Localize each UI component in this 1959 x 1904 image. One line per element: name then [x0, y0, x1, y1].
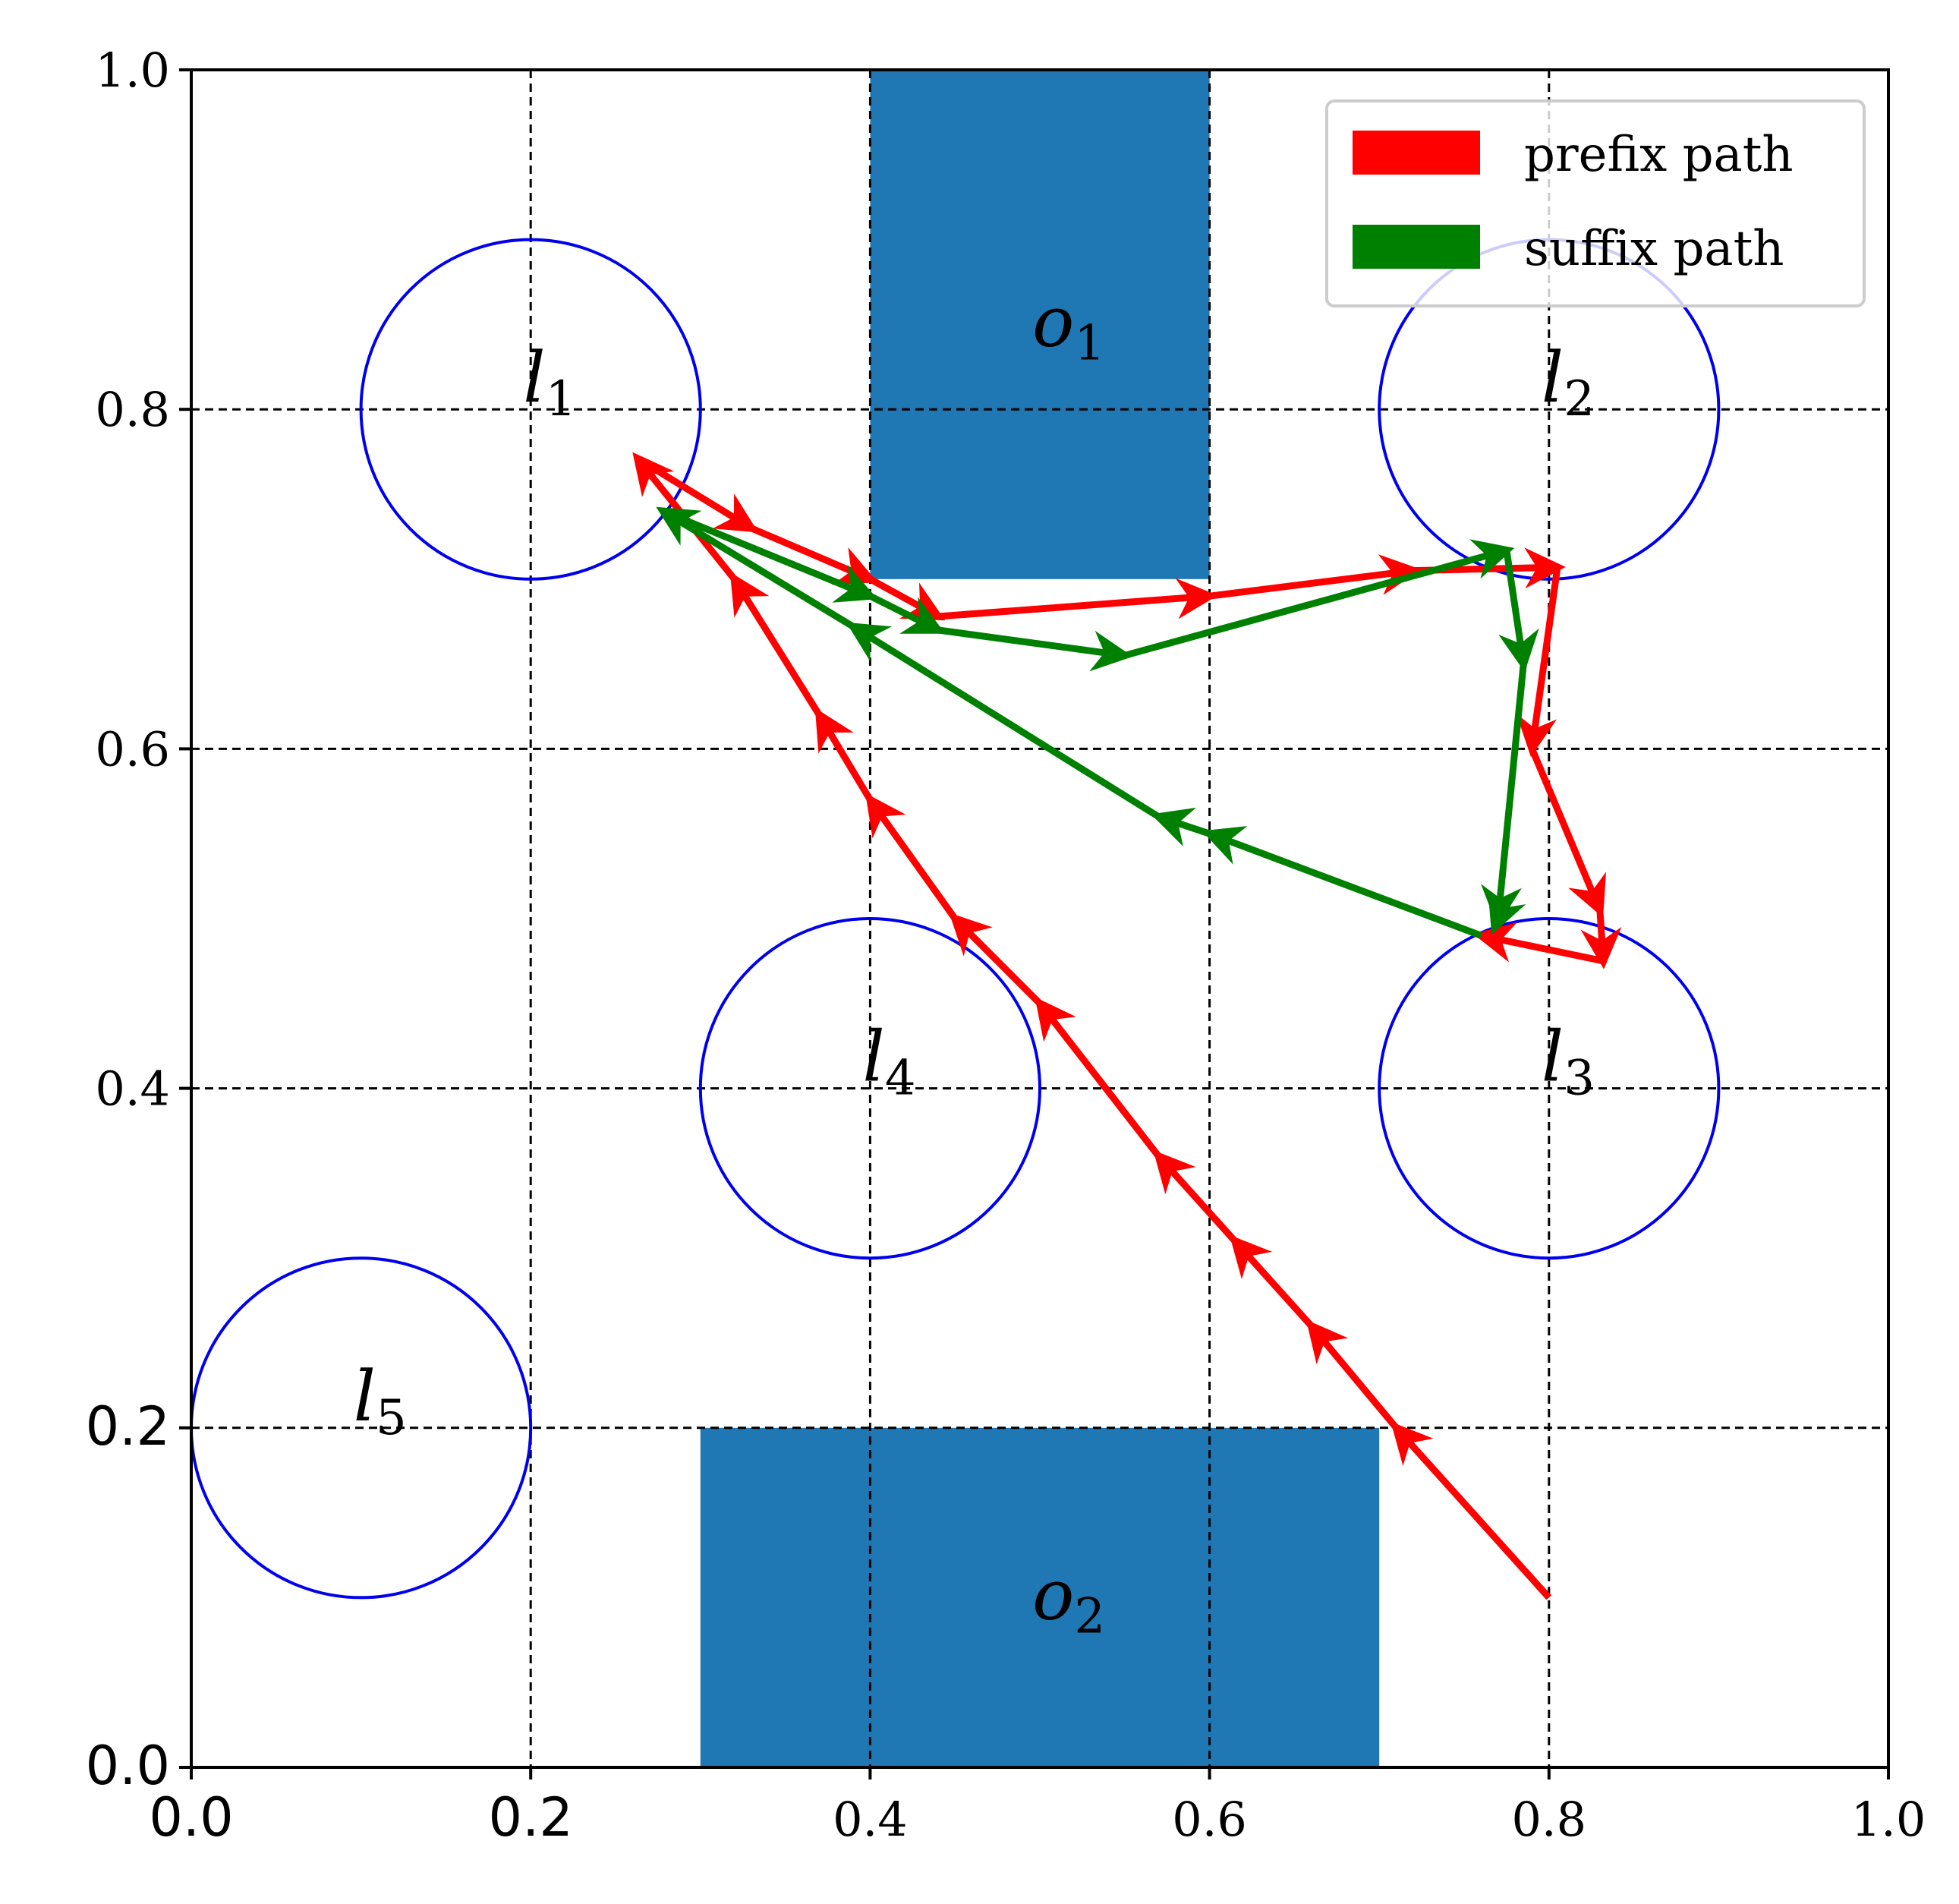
- x-tick-label: 0.6: [1172, 1792, 1247, 1847]
- series-suffix-path: [656, 506, 1539, 939]
- path-segment: [949, 913, 1043, 1006]
- region-circle-l3: [1378, 917, 1721, 1260]
- y-tick-label: 0.8: [95, 382, 170, 437]
- path-segment: [1580, 909, 1622, 969]
- path-segment: [661, 508, 878, 603]
- path-segment: [814, 708, 874, 802]
- path-segment: [1498, 550, 1539, 673]
- path-segment: [656, 506, 855, 630]
- path-segment: [1202, 826, 1482, 939]
- path-segment: [1229, 1234, 1315, 1329]
- y-tick-label: 1.0: [95, 43, 170, 98]
- path-segment: [1391, 1421, 1552, 1600]
- path-segment: [1488, 889, 1526, 935]
- path-segment: [846, 622, 1161, 820]
- path-segment: [937, 578, 1218, 620]
- path-segment: [635, 456, 759, 533]
- path-segment: [1305, 1319, 1400, 1430]
- series-layer: [632, 452, 1622, 1600]
- region-label-l3: l3: [1542, 1017, 1595, 1107]
- y-tick-label: 0.2: [86, 1395, 170, 1458]
- path-segment: [868, 593, 946, 634]
- x-tick-label: 0.4: [833, 1792, 908, 1847]
- path-segment: [729, 572, 823, 717]
- path-segment: [1035, 997, 1162, 1158]
- obstacle-o2: [700, 1427, 1380, 1767]
- path-segment: [1151, 807, 1211, 847]
- y-tick-label: 0.6: [95, 721, 170, 777]
- region-label-l5: l5: [354, 1356, 407, 1446]
- x-tick-label: 0.8: [1511, 1792, 1586, 1847]
- path-segment: [1209, 554, 1422, 600]
- x-tick-label: 1.0: [1851, 1792, 1926, 1847]
- legend-label-prefix: prefix path: [1524, 127, 1794, 183]
- region-circle-l4: [698, 917, 1042, 1260]
- path-segment: [1529, 747, 1606, 918]
- obstacle-o1: [870, 70, 1210, 579]
- legend-label-suffix: suffix path: [1524, 221, 1784, 277]
- path-segment: [1472, 922, 1605, 965]
- y-tick-label: 0.0: [86, 1735, 170, 1797]
- region-label-l2: l2: [1542, 337, 1595, 427]
- region-label-l4: l4: [862, 1017, 915, 1107]
- legend: prefix path suffix path: [1325, 99, 1866, 307]
- legend-swatch-prefix: [1353, 131, 1480, 175]
- path-segment: [1153, 1150, 1238, 1244]
- plot-frame: [190, 68, 1890, 1769]
- path-segment: [1516, 566, 1561, 758]
- path-segment: [937, 626, 1133, 672]
- path-segment: [865, 793, 958, 921]
- x-tick-label: 0.0: [149, 1786, 233, 1849]
- path-segment: [1123, 539, 1515, 659]
- legend-swatch-suffix: [1353, 225, 1480, 269]
- path-segment: [1481, 664, 1527, 927]
- x-tick-label: 0.2: [489, 1786, 573, 1849]
- y-tick-label: 0.4: [95, 1061, 170, 1117]
- tick-layer: 0.0 0.2 0.4 0.6 0.8 1.0 0.0 0.2 0.4 0.6 0.8 1.0: [86, 43, 1926, 1849]
- region-circle-l1: [359, 238, 702, 581]
- series-prefix-path: [632, 452, 1622, 1600]
- obstacle-layer: [700, 70, 1380, 1767]
- region-label-l1: l1: [523, 337, 576, 427]
